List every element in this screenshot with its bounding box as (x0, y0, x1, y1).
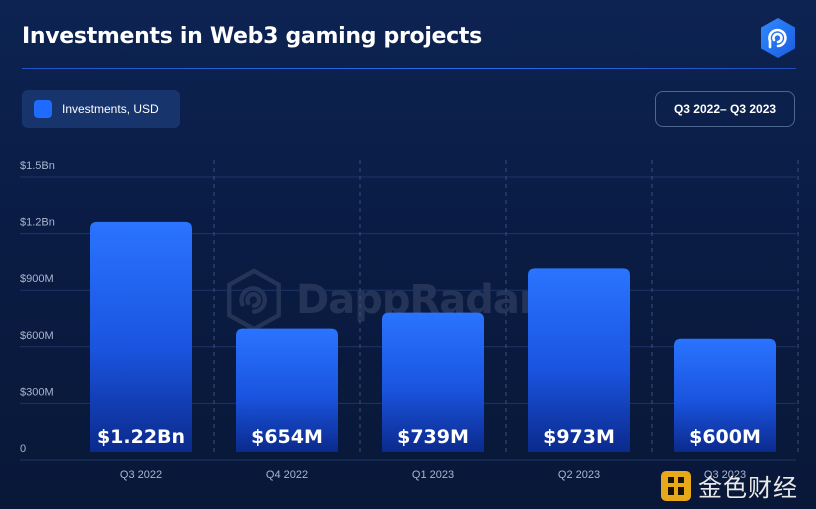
period-badge: Q3 2022– Q3 2023 (655, 91, 795, 127)
bar (528, 268, 630, 452)
chart-title: Investments in Web3 gaming projects (22, 24, 482, 49)
bar-value-label: $1.22Bn (97, 426, 185, 448)
bar (236, 328, 338, 452)
source-text: 金色财经 (698, 474, 798, 502)
legend: Investments, USD (22, 90, 180, 128)
legend-label: Investments, USD (62, 102, 159, 116)
bar-value-label: $654M (251, 426, 323, 448)
bar (674, 338, 776, 452)
title-divider (22, 68, 796, 69)
y-tick-label: $1.2Bn (20, 217, 55, 229)
y-tick-label: 0 (20, 443, 26, 455)
bar (382, 312, 484, 452)
y-tick-label: $300M (20, 386, 54, 398)
bar-value-label: $973M (543, 426, 615, 448)
x-tick-label: Q2 2023 (558, 469, 600, 481)
bar-value-label: $739M (397, 426, 469, 448)
bar-value-label: $600M (689, 426, 761, 448)
source-badge: 金色财经 (660, 468, 798, 503)
bar (90, 221, 192, 452)
x-tick-label: Q4 2022 (266, 469, 308, 481)
y-tick-label: $600M (20, 330, 54, 342)
y-tick-label: $900M (20, 273, 54, 285)
y-tick-label: $1.5Bn (20, 160, 55, 172)
x-tick-label: Q3 2022 (120, 469, 162, 481)
watermark: DappRadar (222, 268, 539, 332)
x-tick-label: Q3 2023 (704, 469, 746, 481)
source-logo-icon (661, 470, 691, 501)
legend-swatch (34, 100, 52, 118)
x-tick-label: Q1 2023 (412, 469, 454, 481)
dappradar-logo-icon (761, 18, 795, 58)
